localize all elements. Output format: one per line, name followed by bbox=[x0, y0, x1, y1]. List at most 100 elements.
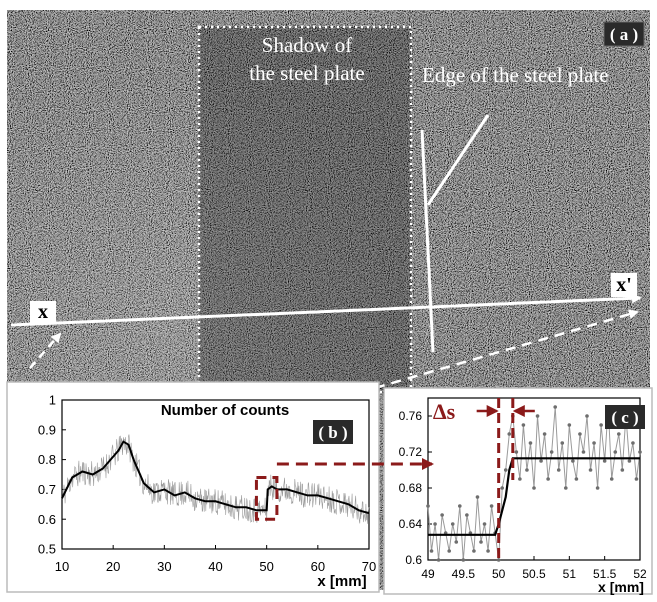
panel-c-y-tick-label: 0.76 bbox=[399, 409, 423, 423]
panel-c-x-tick-label: 49 bbox=[421, 567, 435, 581]
panel-c-data-point bbox=[585, 414, 589, 418]
edge-line bbox=[420, 129, 435, 353]
panel-b-zoom-box bbox=[254, 475, 279, 521]
panel-c-data-point bbox=[609, 477, 614, 481]
panel-c-data-point bbox=[592, 441, 596, 445]
panel-c-data-point bbox=[571, 459, 575, 463]
panel-c-data-point bbox=[599, 423, 603, 427]
panel-c-data-point bbox=[461, 558, 466, 562]
panel-c-data-point bbox=[617, 432, 621, 436]
panel-c-label: ( c ) bbox=[611, 408, 638, 427]
panel-b-chart: 10 20 30 40 50 60 70 0.5 0.6 0.7 0.8 0.9 1 bbox=[38, 393, 376, 574]
x-prime-label-box bbox=[611, 273, 637, 297]
panel-c-data-point bbox=[458, 504, 462, 508]
panel-c-data-point bbox=[556, 468, 561, 472]
panel-c-data-point bbox=[482, 522, 487, 526]
panel-c-data-point bbox=[595, 486, 600, 490]
panel-c-data-point bbox=[426, 504, 430, 508]
panel-c-data-point bbox=[588, 468, 593, 472]
panel-c-data-point bbox=[514, 450, 519, 454]
panel-c-y-tick-label: 0.68 bbox=[399, 481, 423, 495]
panel-c-data-point bbox=[486, 549, 490, 553]
delta-s-label: Δs bbox=[433, 399, 456, 424]
panel-c-data-point bbox=[546, 477, 550, 481]
panel-b-x-tick-label: 70 bbox=[362, 559, 376, 574]
panel-c-data-point bbox=[542, 432, 547, 436]
panel-b-y-tick-label: 0.6 bbox=[38, 512, 56, 527]
plate-shadow-region bbox=[199, 27, 411, 392]
panel-c-data-point bbox=[638, 450, 642, 454]
panel-a: Shadow of the steel plate Edge of the st… bbox=[7, 10, 650, 590]
panel-c-x-tick-label: 50.5 bbox=[522, 567, 546, 581]
panel-c-data-point bbox=[500, 486, 505, 490]
panel-c-data-point bbox=[528, 441, 533, 445]
panel-c-data-point bbox=[447, 549, 452, 553]
panel-c-data-point bbox=[472, 549, 476, 553]
panel-b-label: ( b ) bbox=[318, 423, 347, 442]
panel-c-data-point bbox=[518, 477, 522, 481]
panel-b-x-tick-label: 20 bbox=[106, 559, 120, 574]
panel-b-x-tick-label: 30 bbox=[157, 559, 171, 574]
edge-pointer-line bbox=[426, 114, 490, 206]
panel-b-x-tick-label: 10 bbox=[55, 559, 69, 574]
panel-c-data-point bbox=[454, 540, 459, 544]
panel-a-label: ( a ) bbox=[610, 25, 638, 44]
x-axis-line bbox=[10, 293, 642, 327]
panel-c-data-point bbox=[602, 459, 607, 463]
panel-c-x-tick-label: 50 bbox=[492, 567, 506, 581]
panel-c-data-point bbox=[429, 549, 434, 553]
edge-label: Edge of the steel plate bbox=[422, 63, 609, 87]
panel-c-y-tick-label: 0.6 bbox=[405, 553, 422, 567]
panel-b-smoothed-series bbox=[61, 440, 370, 515]
panel-c-data-point bbox=[553, 405, 557, 409]
panel-c-data-point bbox=[450, 522, 455, 526]
panel-c-y-tick-label: 0.64 bbox=[399, 517, 423, 531]
profile-direction-right bbox=[374, 309, 639, 390]
panel-c-data-point bbox=[581, 450, 586, 454]
shadow-label-line1: Shadow of bbox=[262, 33, 352, 57]
panel-c-data-point bbox=[433, 522, 437, 526]
panel-c-x-tick-label: 51 bbox=[563, 567, 577, 581]
panel-c-data-point bbox=[620, 468, 625, 472]
panel-c-x-tick-label: 52 bbox=[633, 567, 647, 581]
panel-c-chart: 49 49.5 50 50.5 51 51.5 52 0.6 0.64 0.68 0.72 0.76 bbox=[399, 397, 647, 581]
panel-b-background bbox=[6, 381, 380, 593]
panel-b-y-tick-label: 0.5 bbox=[38, 542, 56, 557]
panel-c-label-box bbox=[605, 405, 645, 429]
panel-b-x-tick-label: 60 bbox=[311, 559, 325, 574]
panel-c-data-point bbox=[436, 558, 441, 562]
panel-c-data-point bbox=[503, 468, 508, 472]
x-prime-axis-label: x' bbox=[616, 274, 632, 296]
panel-c-data-point bbox=[479, 540, 483, 544]
panel-b-y-tick-label: 0.9 bbox=[38, 422, 56, 437]
panel-a-label-box bbox=[603, 21, 645, 47]
panel-b-label-box bbox=[313, 420, 353, 444]
panel-c-data-point bbox=[521, 423, 526, 427]
panel-c-data-point bbox=[627, 459, 632, 463]
panel-c-data-point bbox=[634, 477, 639, 481]
panel-c-xlabel: x [mm] bbox=[598, 579, 644, 595]
panel-c-x-tick-label: 51.5 bbox=[593, 567, 617, 581]
panel-b-y-tick-label: 1 bbox=[49, 393, 56, 408]
panel-c: 49 49.5 50 50.5 51 51.5 520.60.640.680.720.76 … bbox=[383, 387, 653, 595]
profile-direction-left bbox=[29, 332, 62, 369]
panel-c-data-point bbox=[465, 513, 469, 517]
panel-b: 10 20 30 40 50 60 70 0.5 0.6 0.7 0.8 0.9 1 Number of… bbox=[6, 381, 380, 593]
panel-c-data-point bbox=[564, 486, 568, 490]
panel-c-data-point bbox=[532, 486, 536, 490]
panel-c-data-point bbox=[631, 441, 635, 445]
panel-b-raw-series bbox=[61, 434, 370, 524]
panel-c-data-point bbox=[560, 441, 565, 445]
x-label-box bbox=[30, 301, 56, 323]
panel-b-x-tick-label: 50 bbox=[259, 559, 273, 574]
panel-c-data-point bbox=[613, 450, 618, 454]
panel-c-y-tick-label: 0.72 bbox=[399, 445, 423, 459]
panel-c-data-point bbox=[567, 423, 572, 427]
panel-c-data-point bbox=[475, 495, 480, 499]
x-axis-label: x bbox=[38, 301, 48, 323]
panel-c-data-point bbox=[507, 432, 512, 436]
panel-b-y-tick-label: 0.8 bbox=[38, 452, 56, 467]
panel-c-data-point bbox=[578, 432, 582, 436]
panel-c-data-point bbox=[574, 477, 579, 481]
